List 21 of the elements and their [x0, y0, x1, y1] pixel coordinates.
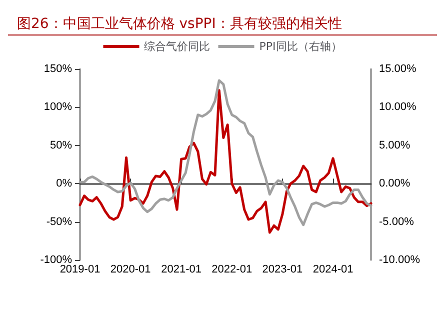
y2-tick-label: -10.00% — [379, 254, 420, 266]
legend-label: PPI同比（右轴） — [259, 40, 342, 53]
y-tick-label: 0% — [56, 178, 72, 190]
y2-tick-label: -5.00% — [379, 216, 414, 228]
y2-tick-label: 0.00% — [379, 178, 410, 190]
y2-tick-label: 10.00% — [379, 101, 417, 114]
y-tick-label: 150% — [44, 63, 72, 75]
y2-tick-label: 5.00% — [379, 139, 410, 152]
y-tick-label: -100% — [40, 254, 72, 266]
y2-tick-label: 15.00% — [379, 63, 417, 75]
x-tick-label: 2022-01 — [212, 264, 252, 276]
x-tick-label: 2020-01 — [110, 264, 151, 276]
y-tick-label: -50% — [46, 216, 72, 228]
x-tick-label: 2021-01 — [161, 264, 202, 276]
legend-label: 综合气价同比 — [144, 40, 210, 53]
x-tick-label: 2019-01 — [60, 264, 100, 276]
x-tick-label: 2024-01 — [312, 264, 354, 276]
y-tick-label: 100% — [44, 101, 72, 114]
chart-title: 图26：中国工业气体价格 vsPPI：具有较强的相关性 — [17, 16, 342, 32]
y-tick-label: 50% — [50, 139, 72, 152]
x-tick-label: 2023-01 — [262, 264, 303, 276]
